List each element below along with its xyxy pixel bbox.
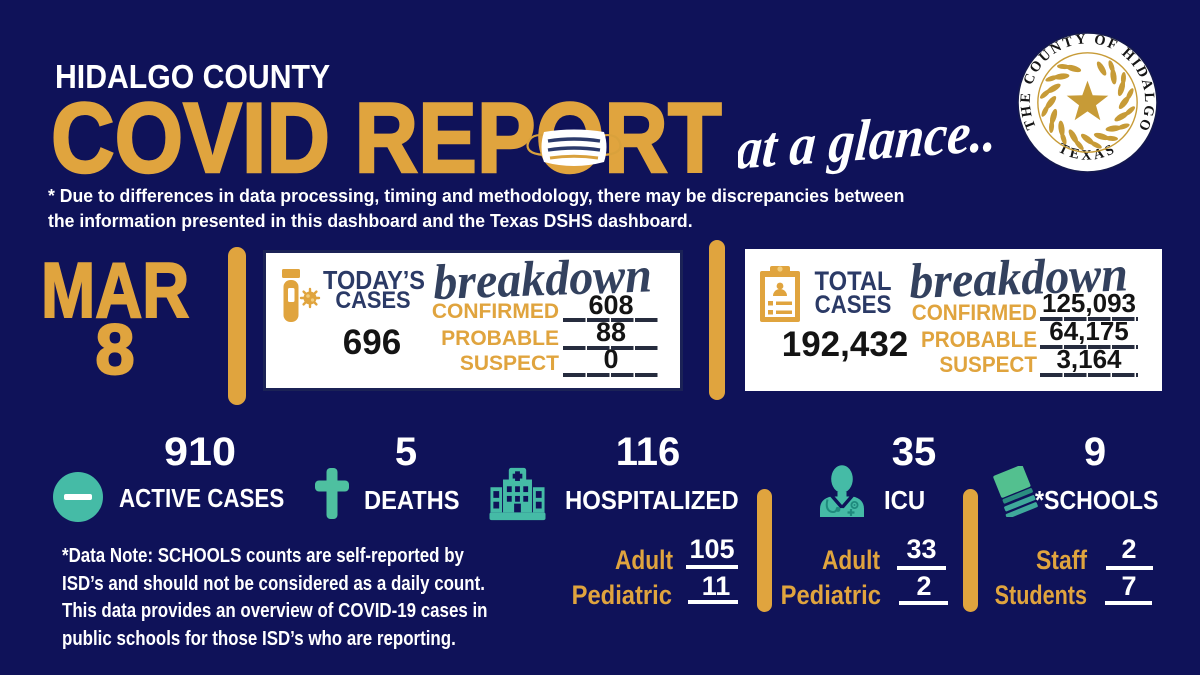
svg-text:at a glance..: at a glance.. <box>738 108 999 181</box>
svg-text:breakdown: breakdown <box>908 249 1128 309</box>
svg-text:breakdown: breakdown <box>432 250 652 310</box>
